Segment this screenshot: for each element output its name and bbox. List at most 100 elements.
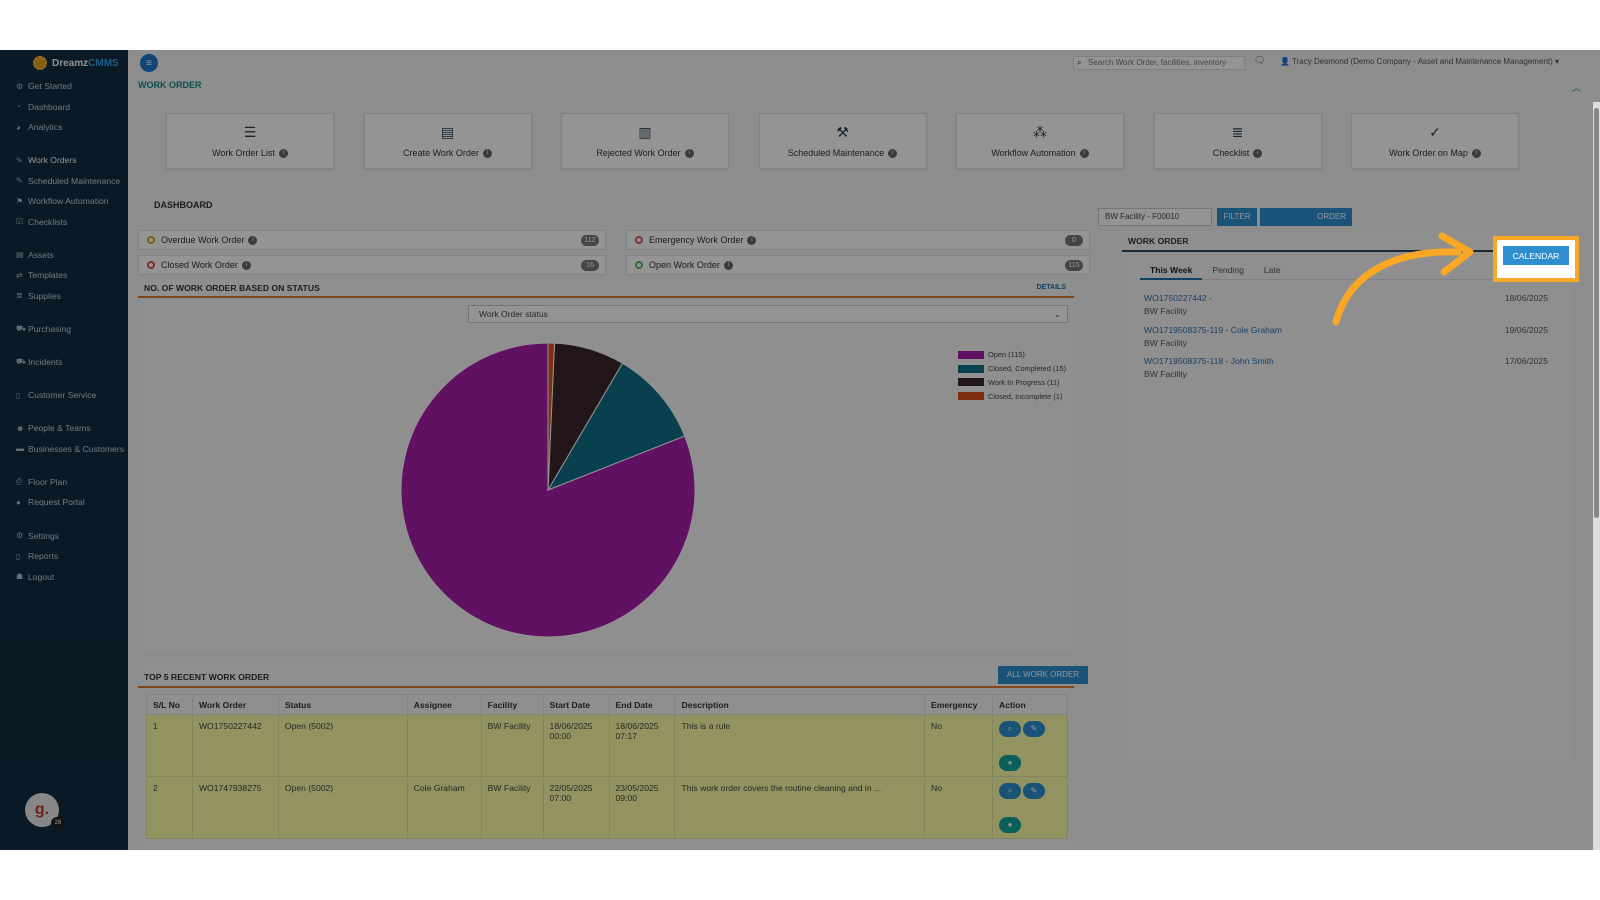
- work-order-link[interactable]: WO1719508375-118 - John Smith: [1144, 356, 1274, 366]
- table-cell: WO1747938275: [191, 776, 279, 839]
- tab-late[interactable]: Late: [1263, 265, 1281, 275]
- quick-action-checklist[interactable]: ≣ Checklist i: [1153, 113, 1322, 169]
- sidebar: DreamzCMMS ⚙ Get Started ◔ Dashboard ◕ Analyt…: [0, 50, 128, 850]
- order-button[interactable]: ORDER: [1260, 208, 1352, 226]
- shuffle-icon: ⇄: [16, 270, 23, 280]
- logo-gear-icon: [33, 56, 47, 70]
- comment-button[interactable]: ●: [998, 817, 1021, 833]
- sidebar-item-request-portal[interactable]: ● Request Portal: [0, 492, 128, 513]
- sidebar-item-customer-service[interactable]: ▯ Customer Service: [0, 385, 128, 406]
- sidebar-item-label: Request Portal: [28, 497, 85, 508]
- counter-open-work-order[interactable]: Open Work Order i 115: [626, 255, 1090, 275]
- filter-button[interactable]: FILTER: [1217, 208, 1257, 226]
- tab-pending[interactable]: Pending: [1212, 265, 1244, 275]
- page-title: WORK ORDER: [138, 80, 202, 90]
- column-header: Work Order: [191, 694, 279, 715]
- legend-item[interactable]: Open (115): [958, 348, 1066, 362]
- checklist-icon: ≣: [1231, 123, 1244, 140]
- calendar-button[interactable]: CALENDAR: [1502, 245, 1570, 266]
- quick-action-label: Work Order List i: [212, 148, 288, 159]
- info-icon[interactable]: i: [1079, 149, 1089, 159]
- info-icon[interactable]: i: [278, 149, 288, 159]
- sidebar-item-templates[interactable]: ⇄ Templates: [0, 265, 128, 286]
- quick-action-workflow-automation[interactable]: ⁂ Workflow Automation i: [956, 113, 1124, 169]
- info-icon[interactable]: i: [888, 149, 898, 159]
- page-scrollbar[interactable]: [1593, 102, 1600, 850]
- edit-button[interactable]: ✎: [1022, 721, 1045, 737]
- view-button[interactable]: ⌕: [998, 783, 1021, 799]
- avatar[interactable]: g.: [25, 793, 59, 827]
- chevron-up-icon[interactable]: ︿: [1572, 83, 1582, 93]
- info-icon[interactable]: i: [241, 260, 251, 270]
- sidebar-item-purchasing[interactable]: ⛟ Purchasing: [0, 319, 128, 340]
- info-icon[interactable]: i: [684, 149, 694, 159]
- chat-icon[interactable]: 🗨: [1254, 55, 1266, 65]
- table-cell: Cole Graham: [406, 776, 482, 839]
- info-icon[interactable]: i: [1253, 149, 1263, 159]
- counter-emergency-work-order[interactable]: Emergency Work Order i 0: [626, 230, 1090, 250]
- counter-closed-work-order[interactable]: Closed Work Order i 16: [138, 255, 606, 275]
- quick-action-scheduled-maintenance[interactable]: ⚒ Scheduled Maintenance i: [758, 113, 927, 169]
- action-cell: ⌕ ✎ ●: [991, 714, 1069, 777]
- sidebar-item-label: Floor Plan: [28, 476, 68, 487]
- sidebar-item-people-teams[interactable]: ☻ People & Teams: [0, 418, 128, 439]
- info-icon[interactable]: i: [747, 235, 757, 245]
- view-button[interactable]: ⌕: [998, 721, 1021, 737]
- details-link[interactable]: DETAILS: [1036, 284, 1066, 291]
- search-input[interactable]: ⌕ Search Work Order, facilities, invento…: [1073, 56, 1245, 70]
- edit-button[interactable]: ✎: [1022, 783, 1045, 799]
- table-cell: 18/06/2025 00:00: [542, 714, 610, 777]
- info-icon[interactable]: i: [248, 235, 258, 245]
- facility-select[interactable]: BW Facility - F00010: [1098, 208, 1212, 226]
- document-icon: ▤: [440, 123, 455, 140]
- sidebar-item-supplies[interactable]: ≣ Supplies: [0, 286, 128, 307]
- cart-icon: ⛟: [16, 324, 27, 334]
- legend-item[interactable]: Closed, Completed (15): [958, 362, 1066, 376]
- sidebar-item-assets[interactable]: ▤ Assets: [0, 245, 128, 266]
- sidebar-item-checklists[interactable]: ☑ Checklists: [0, 212, 128, 233]
- sidebar-item-workflow-automation[interactable]: ⚑ Workflow Automation: [0, 191, 128, 212]
- work-order-link[interactable]: WO1750227442 -: [1144, 293, 1212, 303]
- counter-overdue-work-order[interactable]: Overdue Work Order i 112: [138, 230, 606, 250]
- status-select[interactable]: Work Order status ⌄: [468, 305, 1068, 323]
- comment-button[interactable]: ●: [998, 755, 1021, 771]
- menu-toggle-button[interactable]: ≡: [140, 54, 158, 72]
- legend-item[interactable]: Closed, Incomplete (1): [958, 389, 1066, 403]
- info-icon[interactable]: i: [482, 149, 492, 159]
- tab-this-week[interactable]: This Week: [1140, 264, 1203, 280]
- sidebar-item-get-started[interactable]: ⚙ Get Started: [0, 76, 128, 97]
- sidebar-item-work-orders[interactable]: ✎ Work Orders: [0, 150, 128, 171]
- info-icon[interactable]: i: [723, 260, 733, 270]
- sidebar-item-floor-plan[interactable]: ⎙ Floor Plan: [0, 472, 128, 493]
- sidebar-item-analytics[interactable]: ◕ Analytics: [0, 117, 128, 138]
- brand-logo[interactable]: DreamzCMMS: [0, 50, 128, 76]
- sidebar-item-scheduled-maintenance[interactable]: ✎ Scheduled Maintenance: [0, 171, 128, 192]
- quick-action-label: Create Work Order i: [403, 148, 492, 159]
- sidebar-item-businesses-customers[interactable]: ▬ Businesses & Customers: [0, 439, 128, 460]
- work-order-link[interactable]: WO1719508375-119 - Cole Graham: [1144, 324, 1282, 335]
- column-header: Facility: [480, 694, 544, 715]
- sidebar-item-label: Reports: [28, 551, 59, 561]
- sidebar-item-logout[interactable]: ☗ Logout: [0, 566, 128, 587]
- info-icon[interactable]: i: [1471, 149, 1481, 159]
- sidebar-item-settings[interactable]: ⚙ Settings: [0, 525, 128, 546]
- quick-action-label: Checklist i: [1213, 148, 1263, 159]
- sidebar-item-label: Templates: [28, 270, 68, 281]
- counter-label: Emergency Work Order: [649, 235, 744, 245]
- pie-slice-closed-completed[interactable]: [546, 362, 686, 491]
- quick-action-work-order-list[interactable]: ☰ Work Order List i: [166, 113, 334, 169]
- user-menu[interactable]: 👤 Tracy Desmond (Demo Company - Asset an…: [1280, 57, 1560, 66]
- sidebar-item-incidents[interactable]: ⛟ Incidents: [0, 352, 128, 373]
- pie-slice-closed-incomplete[interactable]: [547, 342, 556, 491]
- table-cell: No: [924, 776, 993, 839]
- sidebar-item-label: Assets: [28, 249, 54, 260]
- quick-action-work-order-on-map[interactable]: ✓ Work Order on Map i: [1351, 113, 1519, 169]
- all-work-order-button[interactable]: ALL WORK ORDER: [998, 666, 1088, 684]
- legend-item[interactable]: Work In Progress (11): [958, 376, 1066, 390]
- quick-action-rejected-work-order[interactable]: ▥ Rejected Work Order i: [561, 113, 729, 169]
- list-item: WO1719508375-119 - Cole Graham 19/06/2025…: [1144, 325, 1548, 348]
- sidebar-item-label: Supplies: [28, 290, 61, 301]
- sidebar-item-reports[interactable]: ▯ Reports: [0, 546, 128, 567]
- quick-action-create-work-order[interactable]: ▤ Create Work Order i: [363, 113, 532, 169]
- sidebar-item-dashboard[interactable]: ◔ Dashboard: [0, 97, 128, 118]
